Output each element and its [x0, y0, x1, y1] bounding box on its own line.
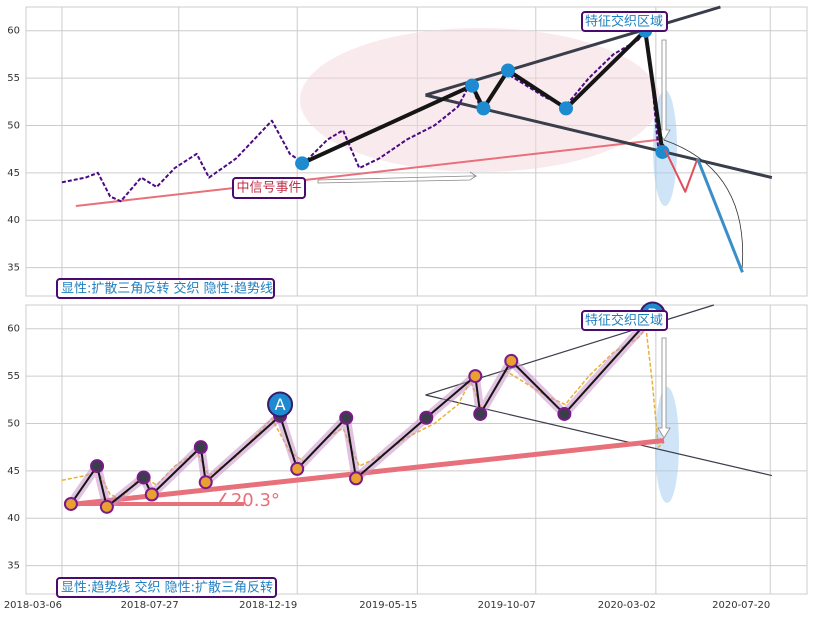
- pivot-point: [63, 496, 78, 511]
- pivot-point: [473, 406, 488, 421]
- angle-label: ∠20.3°: [215, 490, 280, 511]
- zone-label: 特征交织区域: [585, 14, 663, 30]
- label-box: [56, 577, 277, 598]
- pivot-point: [193, 440, 208, 455]
- pivot-point: [349, 471, 364, 486]
- series-line: [663, 148, 699, 193]
- arc: [663, 139, 744, 271]
- y-tick-label: 45: [7, 168, 20, 179]
- x-tick-label: 2018-12-19: [239, 600, 297, 611]
- marker-label: A: [275, 395, 286, 414]
- pivot-point: [144, 487, 159, 502]
- arrow: [657, 337, 671, 439]
- zone-label: 特征交织区域: [585, 313, 663, 329]
- pivot-point: [468, 369, 483, 384]
- series-line: [696, 158, 744, 273]
- pattern-label: 显性:趋势线 交织 隐性:扩散三角反转: [61, 580, 273, 596]
- panel-bottom: [25, 304, 808, 595]
- y-tick-label: 60: [7, 324, 20, 335]
- pattern-label: 显性:扩散三角反转 交织 隐性:趋势线: [61, 281, 273, 297]
- pivot-point: [99, 499, 114, 514]
- y-tick-label: 60: [7, 26, 20, 37]
- point-marker: [267, 391, 294, 418]
- label-box: [232, 177, 306, 199]
- x-tick-label: 2019-10-07: [478, 600, 536, 611]
- x-tick-label: 2018-07-27: [121, 600, 179, 611]
- y-tick-label: 55: [7, 73, 20, 84]
- pivot-point: [500, 63, 515, 78]
- x-tick-label: 2020-03-02: [598, 600, 656, 611]
- y-tick-label: 40: [7, 513, 20, 524]
- pivot-point: [198, 475, 213, 490]
- pivot-point: [465, 78, 480, 93]
- pivot-point: [559, 101, 574, 116]
- pivot-point: [136, 470, 151, 485]
- x-tick-label: 2019-05-15: [359, 600, 417, 611]
- zone-ellipse: [655, 387, 679, 503]
- event-arrow: [317, 171, 478, 184]
- pivot-point: [557, 406, 572, 421]
- y-tick-label: 55: [7, 371, 20, 382]
- y-tick-label: 35: [7, 263, 20, 274]
- event-label: 中信号事件: [236, 181, 301, 196]
- y-tick-label: 35: [7, 561, 20, 572]
- y-tick-label: 45: [7, 466, 20, 477]
- label-box: [581, 310, 668, 331]
- arrow: [657, 39, 671, 141]
- label-box: [56, 278, 275, 299]
- pivot-point: [290, 461, 305, 476]
- label-box: [581, 11, 668, 32]
- pivot-point: [419, 410, 434, 425]
- x-tick-label: 2018-03-06: [4, 600, 62, 611]
- series-line: [75, 138, 661, 207]
- x-tick-label: 2020-07-20: [712, 600, 770, 611]
- pivot-point: [476, 101, 491, 116]
- y-tick-label: 40: [7, 215, 20, 226]
- pivot-point: [90, 459, 105, 474]
- pivot-point: [504, 353, 519, 368]
- pivot-point: [339, 410, 354, 425]
- y-tick-label: 50: [7, 120, 20, 131]
- series-line: [61, 29, 665, 203]
- y-tick-label: 50: [7, 418, 20, 429]
- pivot-point: [295, 156, 310, 171]
- pivot-point: [655, 144, 670, 159]
